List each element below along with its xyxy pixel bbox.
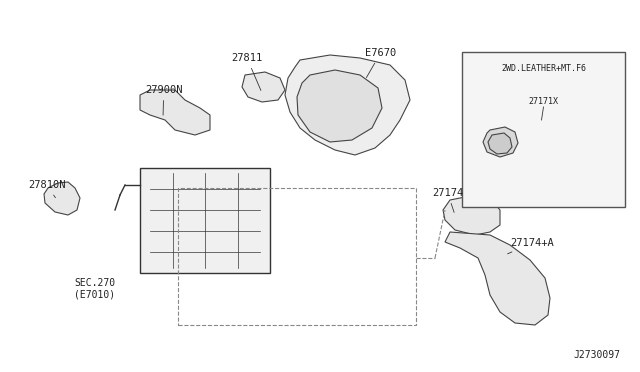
Polygon shape (44, 182, 80, 215)
Text: E7670: E7670 (365, 48, 396, 78)
Text: 27810N: 27810N (28, 180, 65, 198)
Polygon shape (443, 195, 500, 235)
Polygon shape (297, 70, 382, 142)
Polygon shape (445, 232, 550, 325)
Bar (462, 52, 625, 207)
Text: 27174: 27174 (432, 188, 463, 212)
Text: 27811: 27811 (232, 53, 262, 90)
Polygon shape (140, 90, 210, 135)
Polygon shape (483, 127, 518, 157)
Polygon shape (488, 133, 512, 154)
Polygon shape (285, 55, 410, 155)
FancyBboxPatch shape (140, 168, 270, 273)
Bar (178, 188, 416, 325)
Text: 27900N: 27900N (145, 85, 182, 115)
Text: 2WD.LEATHER+MT.F6: 2WD.LEATHER+MT.F6 (501, 64, 586, 73)
Text: 27174+A: 27174+A (508, 238, 554, 254)
Text: SEC.270
(E7010): SEC.270 (E7010) (74, 278, 116, 299)
Text: J2730097: J2730097 (573, 350, 620, 360)
Text: 27171X: 27171X (529, 97, 559, 106)
Polygon shape (242, 72, 285, 102)
